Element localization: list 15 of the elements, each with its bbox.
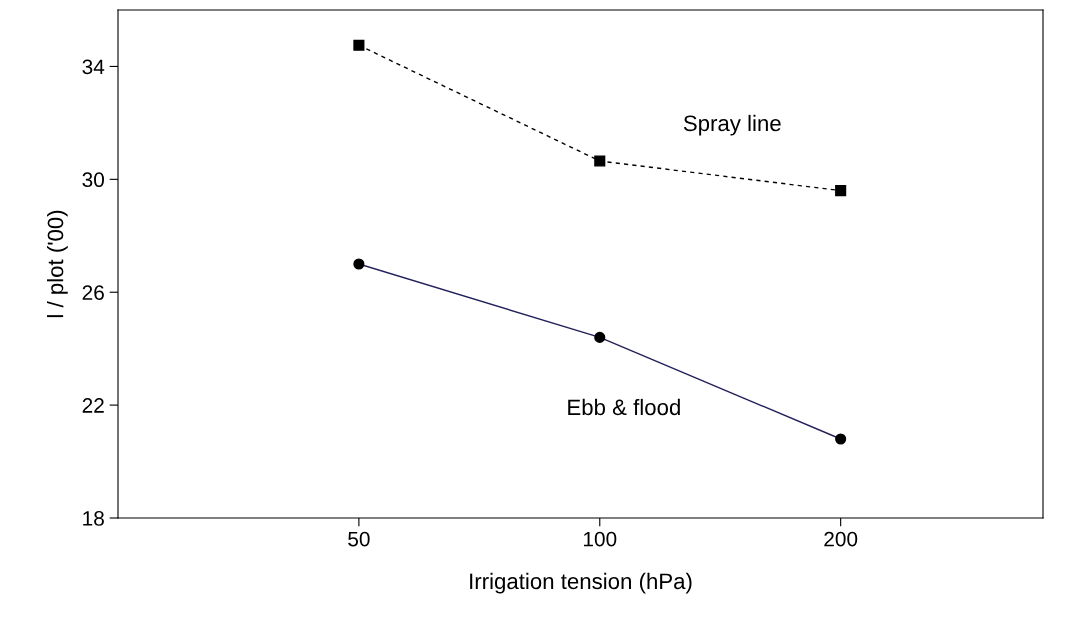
y-tick-label: 34 xyxy=(82,59,105,75)
series-label: Ebb & flood xyxy=(568,398,680,416)
point xyxy=(594,155,606,167)
point xyxy=(353,39,365,51)
x-tick-label: 200 xyxy=(824,531,858,547)
x-tick-label: 100 xyxy=(583,531,617,547)
y-tick-label: 22 xyxy=(82,398,104,413)
x-tick-label: 50 xyxy=(348,531,370,547)
x-axis-title: Irrigation tension (hPa) xyxy=(470,572,692,594)
series-label: Spray line xyxy=(683,114,781,136)
point xyxy=(835,185,847,197)
y-tick-label: 26 xyxy=(82,285,104,300)
y-axis-title: l / plot ('00) xyxy=(47,210,68,318)
y-tick-label: 30 xyxy=(82,172,104,188)
y-tick-label: 18 xyxy=(83,511,104,526)
